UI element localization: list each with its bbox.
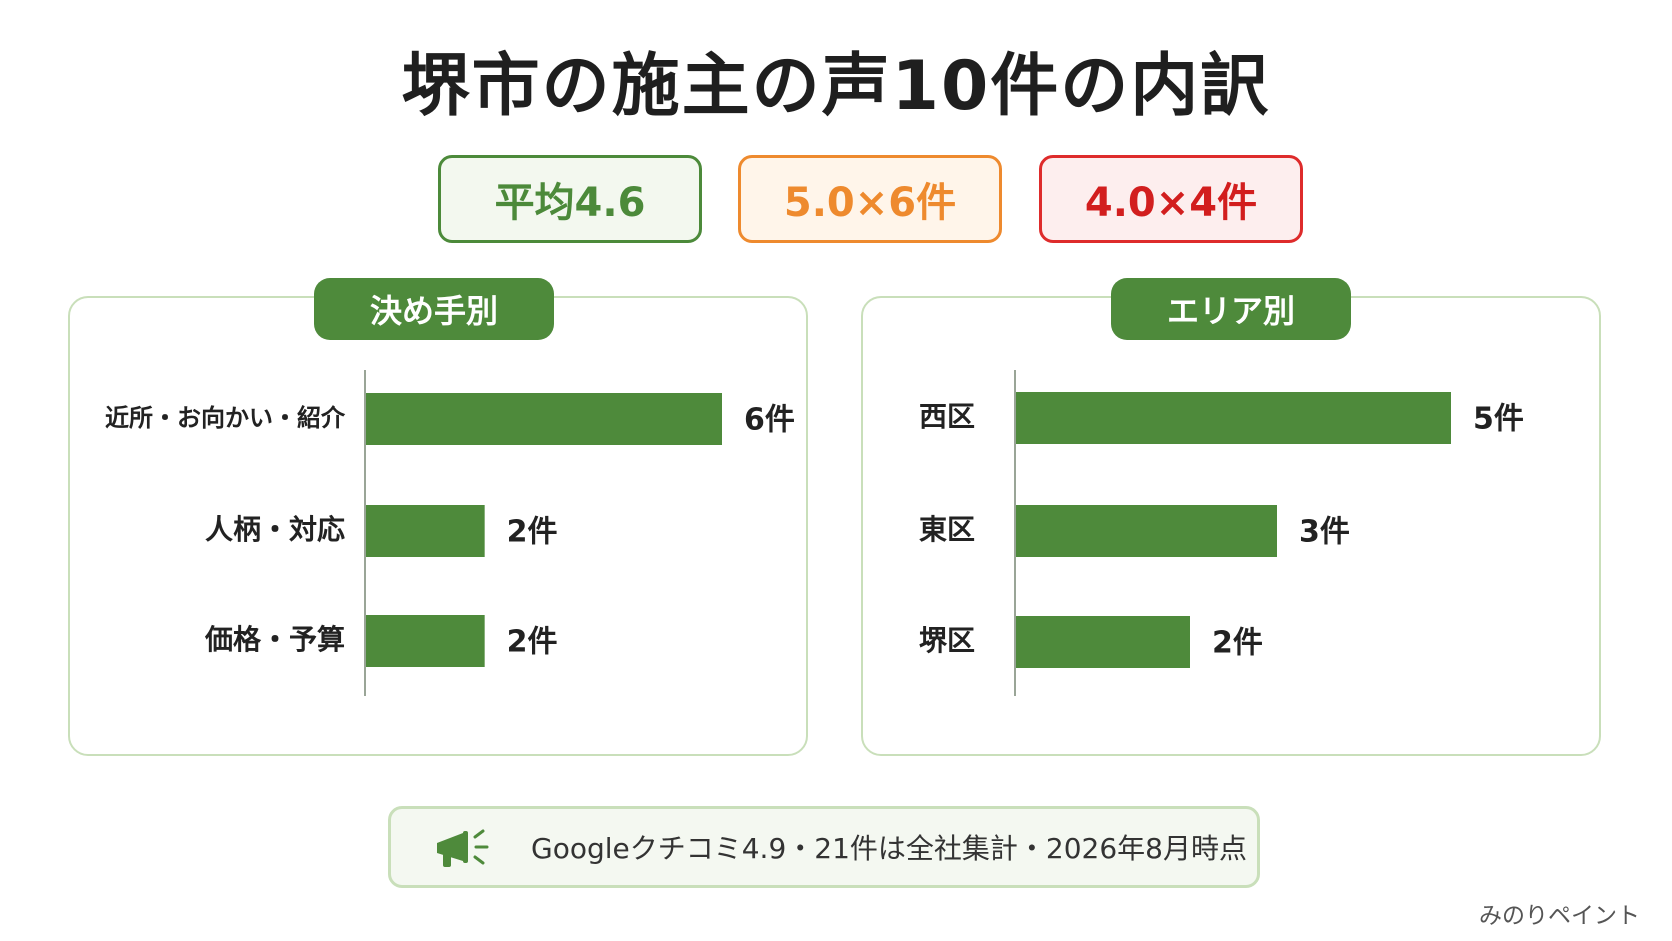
bar — [1016, 392, 1451, 444]
footer-text: Googleクチコミ4.9・21件は全社集計・2026年8月時点 — [531, 832, 1247, 865]
value-label: 2件 — [507, 515, 558, 550]
value-label: 6件 — [744, 403, 795, 438]
bar — [366, 393, 722, 445]
stat-four-star: 4.0×4件 — [1039, 155, 1303, 243]
panel-reason-title: 決め手別 — [314, 278, 554, 340]
category-label: 堺区 — [919, 624, 975, 657]
category-label: 人柄・対応 — [205, 513, 345, 546]
category-label: 東区 — [919, 513, 975, 546]
category-label: 価格・予算 — [204, 623, 345, 656]
panel-area-title: エリア別 — [1111, 278, 1351, 340]
bar — [366, 505, 485, 557]
category-label: 近所・お向かい・紹介 — [105, 404, 346, 432]
panel-area: エリア別 西区 5件東区 3件堺区 2件 — [861, 278, 1601, 756]
bar — [366, 615, 485, 667]
stat-five-star: 5.0×6件 — [738, 155, 1002, 243]
megaphone-icon — [433, 827, 493, 875]
value-label: 2件 — [507, 625, 558, 660]
panel-reason: 決め手別 近所・お向かい・紹介 6件 人柄・対応 2件 価格・予算 2件 — [68, 278, 808, 756]
bar — [1016, 616, 1190, 668]
category-label: 西区 — [919, 400, 975, 433]
page-title: 堺市の施主の声10件の内訳 — [401, 47, 1271, 126]
bar — [1016, 505, 1277, 557]
value-label: 3件 — [1299, 515, 1350, 550]
brand-name: みのりペイント — [1479, 903, 1640, 929]
value-label: 2件 — [1212, 626, 1263, 661]
footer-note: Googleクチコミ4.9・21件は全社集計・2026年8月時点 — [388, 806, 1260, 888]
stat-average: 平均4.6 — [438, 155, 702, 243]
value-label: 5件 — [1473, 402, 1524, 437]
